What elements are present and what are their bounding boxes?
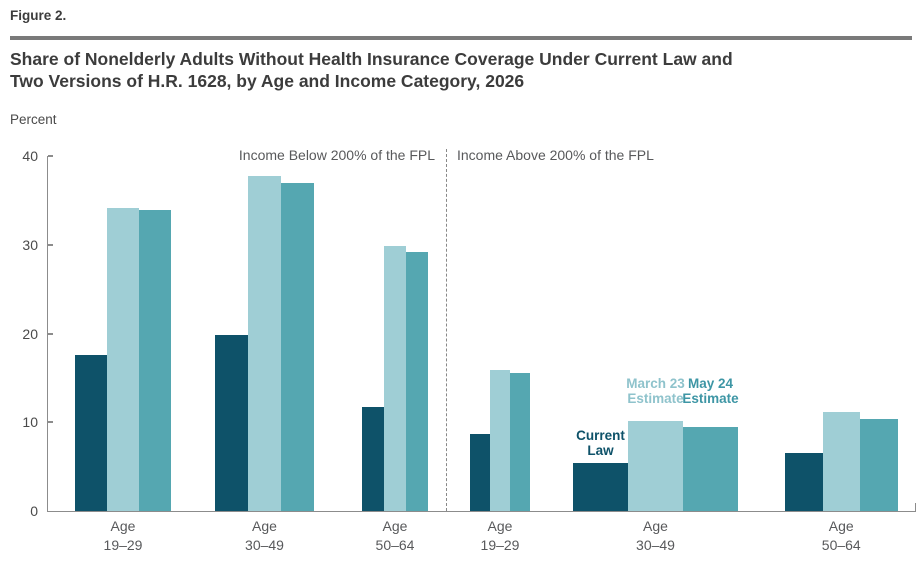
series-annotation: March 23 Estimate [626, 376, 685, 406]
bar [362, 407, 384, 511]
x-axis-group-label: Age 50–64 [375, 518, 415, 553]
figure-number-label: Figure 2. [10, 8, 67, 23]
y-axis-tick [48, 421, 53, 424]
y-axis-tick [48, 332, 53, 335]
bar [822, 411, 860, 511]
section-divider [446, 149, 447, 511]
bar [683, 426, 738, 511]
bar [490, 369, 510, 511]
x-axis-group-label: Age 19–29 [480, 518, 520, 553]
x-axis-group-label: Age 50–64 [821, 518, 861, 553]
header-rule [10, 36, 912, 40]
y-tick-label: 0 [30, 503, 38, 519]
bar [785, 453, 823, 511]
series-annotation: Current Law [576, 428, 625, 458]
bar [139, 210, 171, 511]
section-label-above-fpl: Income Above 200% of the FPL [457, 147, 654, 163]
y-axis-tick [48, 243, 53, 246]
bar [215, 335, 248, 511]
y-tick-label: 10 [22, 414, 38, 431]
bar [75, 354, 107, 511]
bar [628, 421, 683, 511]
bar [470, 433, 490, 511]
chart-title: Share of Nonelderly Adults Without Healt… [10, 49, 733, 91]
bar [248, 175, 281, 511]
section-label-below-fpl: Income Below 200% of the FPL [238, 147, 435, 163]
bar [406, 251, 428, 511]
bar [107, 208, 139, 511]
series-annotation: May 24 Estimate [682, 376, 739, 406]
bar [281, 182, 314, 511]
y-axis-line [47, 156, 48, 511]
y-tick-label: 40 [22, 148, 38, 164]
x-axis-end-tick [915, 503, 916, 511]
bar [384, 245, 406, 511]
x-axis-line [47, 511, 916, 512]
x-axis-group-label: Age 19–29 [103, 518, 143, 553]
y-axis-tick [48, 155, 53, 157]
bar [573, 463, 628, 511]
y-axis-unit-label: Percent [10, 112, 57, 127]
x-axis-group-label: Age 30–49 [636, 518, 675, 553]
y-tick-label: 20 [22, 325, 38, 342]
bar [510, 373, 530, 511]
y-tick-label: 30 [22, 236, 38, 253]
x-axis-group-label: Age 30–49 [245, 518, 284, 553]
bar [860, 418, 898, 511]
